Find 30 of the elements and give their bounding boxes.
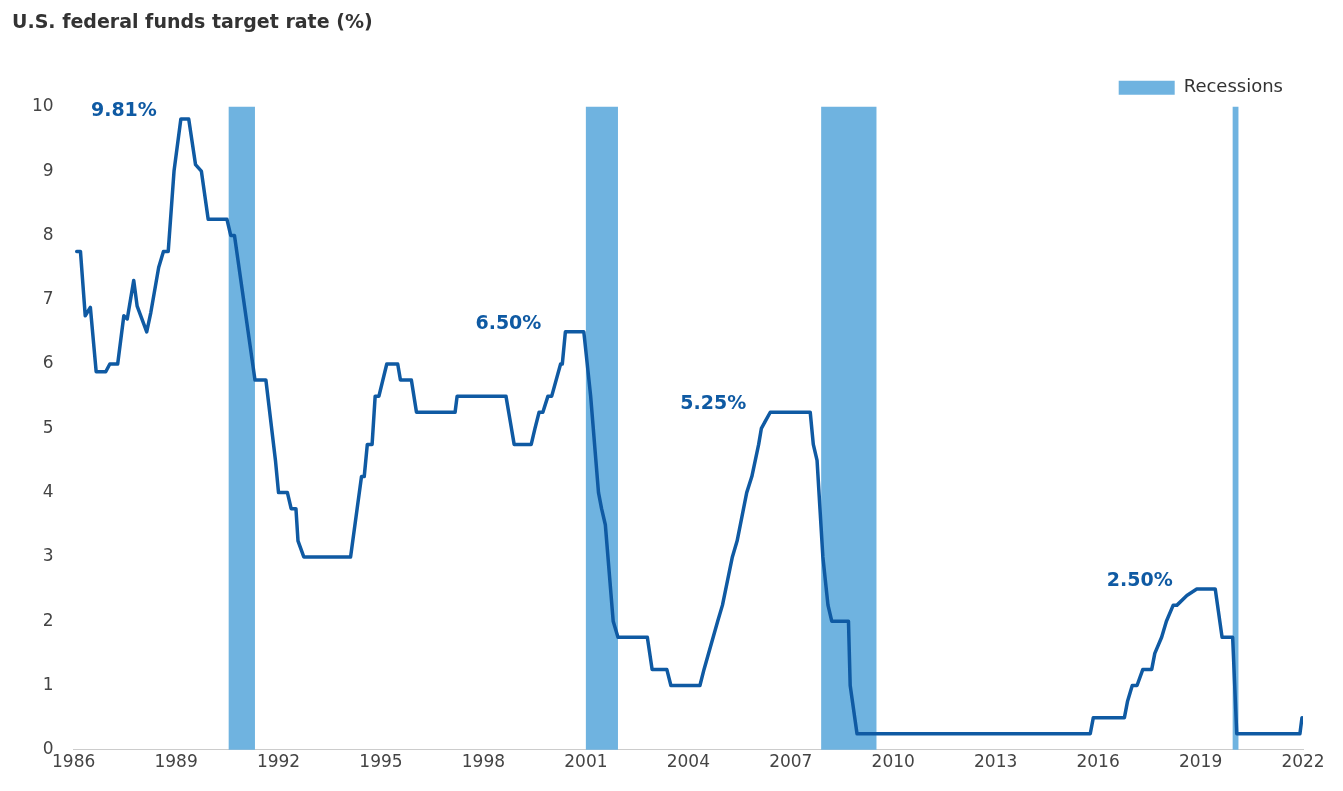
x-tick-label: 1998 (461, 751, 506, 772)
x-tick-label: 1989 (154, 751, 198, 772)
x-tick-label: 2022 (1281, 751, 1325, 772)
x-tick-label: 2019 (1178, 751, 1223, 772)
y-tick-label: 8 (42, 223, 54, 244)
y-tick-label: 2 (42, 609, 54, 630)
y-tick-label: 10 (31, 95, 54, 116)
y-tick-label: 0 (42, 738, 54, 759)
x-tick-label: 2010 (871, 751, 915, 772)
x-tick-label: 2001 (564, 751, 608, 772)
x-tick-label: 1986 (52, 751, 96, 772)
x-tick-label: 2016 (1076, 751, 1120, 772)
y-tick-label: 7 (42, 288, 54, 309)
x-tick-label: 1992 (256, 751, 301, 772)
y-tick-label: 5 (42, 416, 54, 437)
legend-label: Recessions (1183, 75, 1284, 97)
y-tick-label: 4 (42, 481, 54, 502)
annotation: 6.50% (475, 310, 542, 333)
y-tick-label: 9 (42, 159, 54, 180)
x-tick-label: 2007 (769, 751, 813, 772)
x-tick-label: 2013 (974, 751, 1018, 772)
y-tick-label: 1 (42, 673, 54, 694)
y-tick-label: 6 (42, 352, 54, 373)
annotation: 5.25% (680, 391, 747, 414)
x-tick-label: 2004 (666, 751, 710, 772)
annotation: 9.81% (90, 97, 157, 120)
annotation: 2.50% (1106, 567, 1173, 590)
y-tick-label: 3 (42, 545, 54, 566)
x-tick-label: 1995 (359, 751, 403, 772)
chart-title: U.S. federal funds target rate (%) (12, 10, 373, 33)
